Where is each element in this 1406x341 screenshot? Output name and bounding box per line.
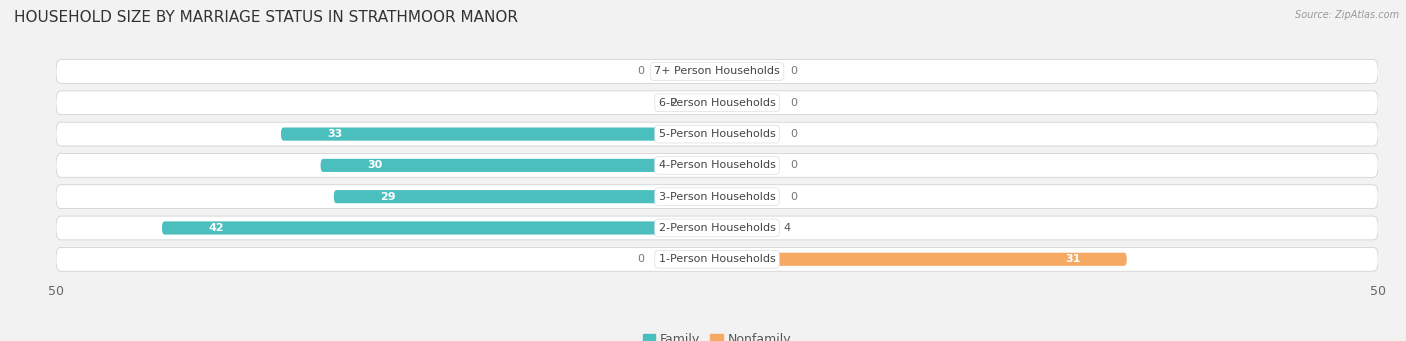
Text: 31: 31 <box>1066 254 1080 264</box>
Legend: Family, Nonfamily: Family, Nonfamily <box>643 333 792 341</box>
FancyBboxPatch shape <box>717 253 1126 266</box>
Text: 0: 0 <box>637 66 644 76</box>
FancyBboxPatch shape <box>717 96 770 109</box>
FancyBboxPatch shape <box>333 190 717 203</box>
FancyBboxPatch shape <box>162 221 717 235</box>
FancyBboxPatch shape <box>56 185 1378 209</box>
Text: Source: ZipAtlas.com: Source: ZipAtlas.com <box>1295 10 1399 20</box>
FancyBboxPatch shape <box>56 91 1378 115</box>
FancyBboxPatch shape <box>717 221 770 235</box>
Text: 33: 33 <box>328 129 343 139</box>
FancyBboxPatch shape <box>56 247 1378 271</box>
Text: 7+ Person Households: 7+ Person Households <box>654 66 780 76</box>
FancyBboxPatch shape <box>717 159 770 172</box>
Text: 0: 0 <box>790 129 797 139</box>
FancyBboxPatch shape <box>56 153 1378 177</box>
FancyBboxPatch shape <box>56 122 1378 146</box>
Text: 4-Person Households: 4-Person Households <box>658 160 776 170</box>
Text: HOUSEHOLD SIZE BY MARRIAGE STATUS IN STRATHMOOR MANOR: HOUSEHOLD SIZE BY MARRIAGE STATUS IN STR… <box>14 10 517 25</box>
Text: 30: 30 <box>367 160 382 170</box>
Text: 0: 0 <box>790 98 797 108</box>
Text: 29: 29 <box>380 192 395 202</box>
Text: 42: 42 <box>208 223 224 233</box>
FancyBboxPatch shape <box>717 190 770 203</box>
FancyBboxPatch shape <box>690 96 717 109</box>
Text: 3-Person Households: 3-Person Households <box>658 192 776 202</box>
Text: 2: 2 <box>671 98 678 108</box>
Text: 0: 0 <box>790 160 797 170</box>
Text: 1-Person Households: 1-Person Households <box>658 254 776 264</box>
FancyBboxPatch shape <box>56 60 1378 84</box>
Text: 5-Person Households: 5-Person Households <box>658 129 776 139</box>
FancyBboxPatch shape <box>717 128 770 140</box>
FancyBboxPatch shape <box>56 216 1378 240</box>
Text: 0: 0 <box>790 66 797 76</box>
Text: 2-Person Households: 2-Person Households <box>658 223 776 233</box>
Text: 4: 4 <box>783 223 790 233</box>
Text: 6-Person Households: 6-Person Households <box>658 98 776 108</box>
Text: 0: 0 <box>790 192 797 202</box>
Text: 0: 0 <box>637 254 644 264</box>
FancyBboxPatch shape <box>717 65 770 78</box>
FancyBboxPatch shape <box>321 159 717 172</box>
FancyBboxPatch shape <box>281 128 717 140</box>
